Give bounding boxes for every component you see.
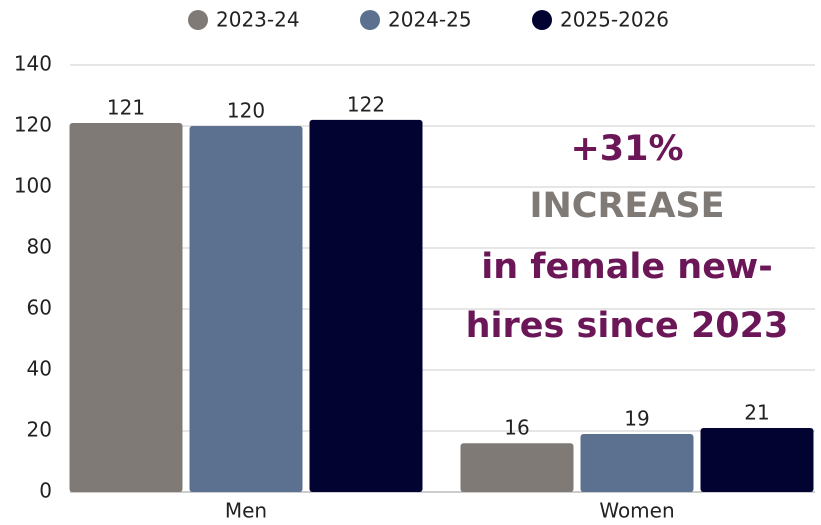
bar — [460, 443, 574, 492]
legend-label: 2023-24 — [216, 8, 300, 32]
data-label: 16 — [504, 416, 529, 440]
bar — [189, 126, 303, 492]
data-label: 122 — [347, 92, 385, 116]
y-tick-label: 100 — [14, 174, 52, 198]
data-label: 21 — [744, 400, 769, 424]
bar — [580, 434, 694, 492]
annotation: hires since 2023 — [466, 306, 789, 346]
data-label: 120 — [227, 99, 265, 123]
data-label: 19 — [624, 407, 649, 431]
y-tick-label: 60 — [27, 296, 52, 320]
legend-swatch — [532, 10, 552, 30]
x-tick-label: Men — [225, 499, 267, 523]
annotation: INCREASE — [529, 186, 724, 226]
y-tick-label: 20 — [27, 418, 52, 442]
bar — [700, 427, 814, 492]
y-tick-label: 140 — [14, 52, 52, 76]
annotation: in female new- — [481, 247, 773, 287]
legend-swatch — [360, 10, 380, 30]
y-tick-label: 80 — [27, 235, 52, 259]
bar — [69, 122, 183, 492]
annotation: +31% — [570, 129, 683, 169]
y-tick-label: 40 — [27, 357, 52, 381]
legend-label: 2024-25 — [388, 8, 472, 32]
data-label: 121 — [107, 95, 145, 119]
legend-swatch — [188, 10, 208, 30]
bar — [309, 119, 423, 493]
y-tick-label: 120 — [14, 113, 52, 137]
legend-label: 2025-2026 — [560, 8, 669, 32]
y-tick-label: 0 — [39, 479, 52, 503]
x-tick-label: Women — [599, 499, 674, 523]
